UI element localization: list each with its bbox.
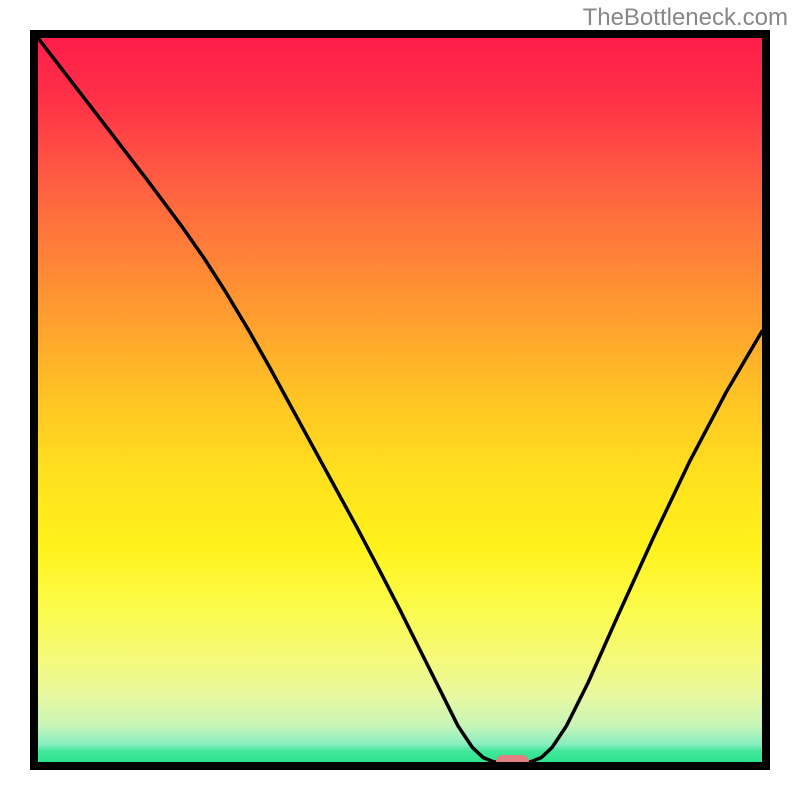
watermark-text: TheBottleneck.com: [583, 4, 788, 32]
bottleneck-chart: TheBottleneck.com: [0, 0, 800, 800]
gradient-background: [30, 30, 770, 770]
plot-area: [30, 30, 770, 770]
optimal-marker: [496, 755, 529, 768]
